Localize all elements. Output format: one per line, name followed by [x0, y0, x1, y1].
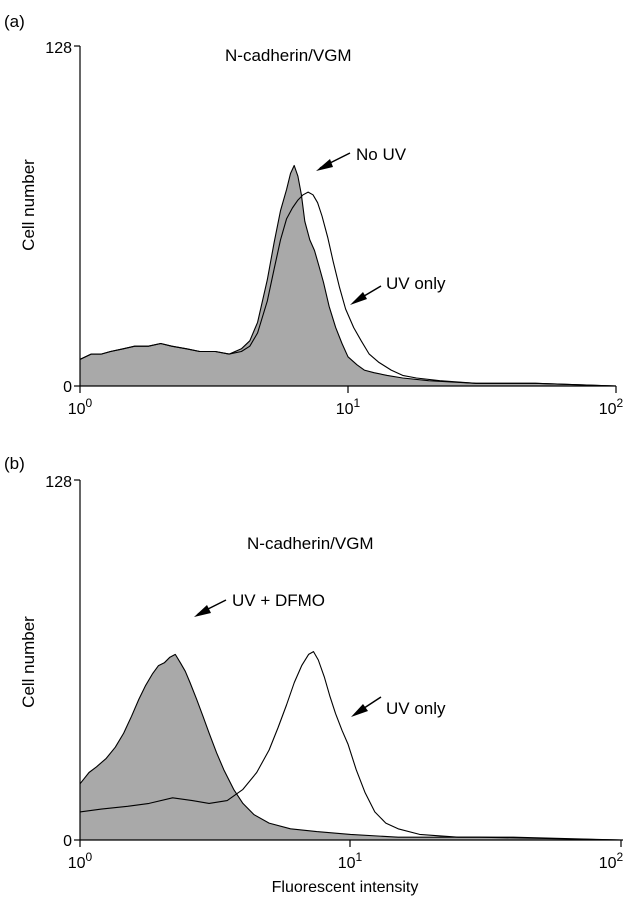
- panel-b-x-tick-label-2: 102: [599, 850, 624, 872]
- panel-b-y-tick-label-zero: 0: [63, 833, 72, 850]
- panel-b-x-axis-label: Fluorescent intensity: [272, 879, 419, 896]
- panel-b: (b) N-cadherin/VGM Cell number 128 0 100…: [4, 454, 624, 896]
- panel-a-x-tick-label-2: 102: [599, 396, 624, 418]
- panel-a-label: (a): [4, 12, 25, 31]
- panel-a-title: N-cadherin/VGM: [225, 46, 352, 65]
- panel-b-y-tick-label-max: 128: [45, 474, 72, 491]
- panel-b-uv-only-annotation: UV only: [386, 699, 446, 718]
- panel-a-x-tick-label-1: 101: [336, 396, 361, 418]
- panel-a-series-no-uv-fill: [80, 165, 616, 386]
- panel-a-x-tick-label-0: 100: [68, 396, 93, 418]
- panel-a-series-layer: [79, 164, 617, 387]
- panel-b-label: (b): [4, 454, 25, 473]
- panel-b-uv-dfmo-arrowhead: [194, 605, 211, 617]
- panel-b-x-tick-label-1: 101: [338, 850, 363, 872]
- panel-b-series-uv-dfmo-line: [79, 653, 622, 841]
- panel-b-uv-dfmo-annotation: UV + DFMO: [232, 591, 325, 610]
- panel-a-series-uv-only-line: [79, 191, 617, 387]
- panel-b-title: N-cadherin/VGM: [247, 534, 374, 553]
- panel-a-no-uv-annotation: No UV: [356, 145, 407, 164]
- panel-a-y-tick-label-max: 128: [45, 40, 72, 57]
- panel-a-uv-only-annotation: UV only: [386, 274, 446, 293]
- panel-a-y-tick-label-zero: 0: [63, 379, 72, 396]
- panel-b-series-uv-dfmo-fill: [80, 654, 621, 840]
- panel-b-series-layer: [79, 651, 622, 841]
- panel-b-y-axis-label: Cell number: [19, 616, 38, 708]
- panel-b-uv-only-arrowhead: [351, 704, 368, 717]
- panel-a-no-uv-arrowhead: [316, 159, 333, 171]
- panel-a: (a) N-cadherin/VGM Cell number 128 0 100…: [4, 12, 624, 418]
- panel-a-uv-only-arrowhead: [350, 292, 367, 305]
- panel-a-y-axis-label: Cell number: [19, 159, 38, 251]
- panel-b-x-tick-label-0: 100: [68, 850, 93, 872]
- panel-b-series-uv-only-line: [79, 651, 622, 841]
